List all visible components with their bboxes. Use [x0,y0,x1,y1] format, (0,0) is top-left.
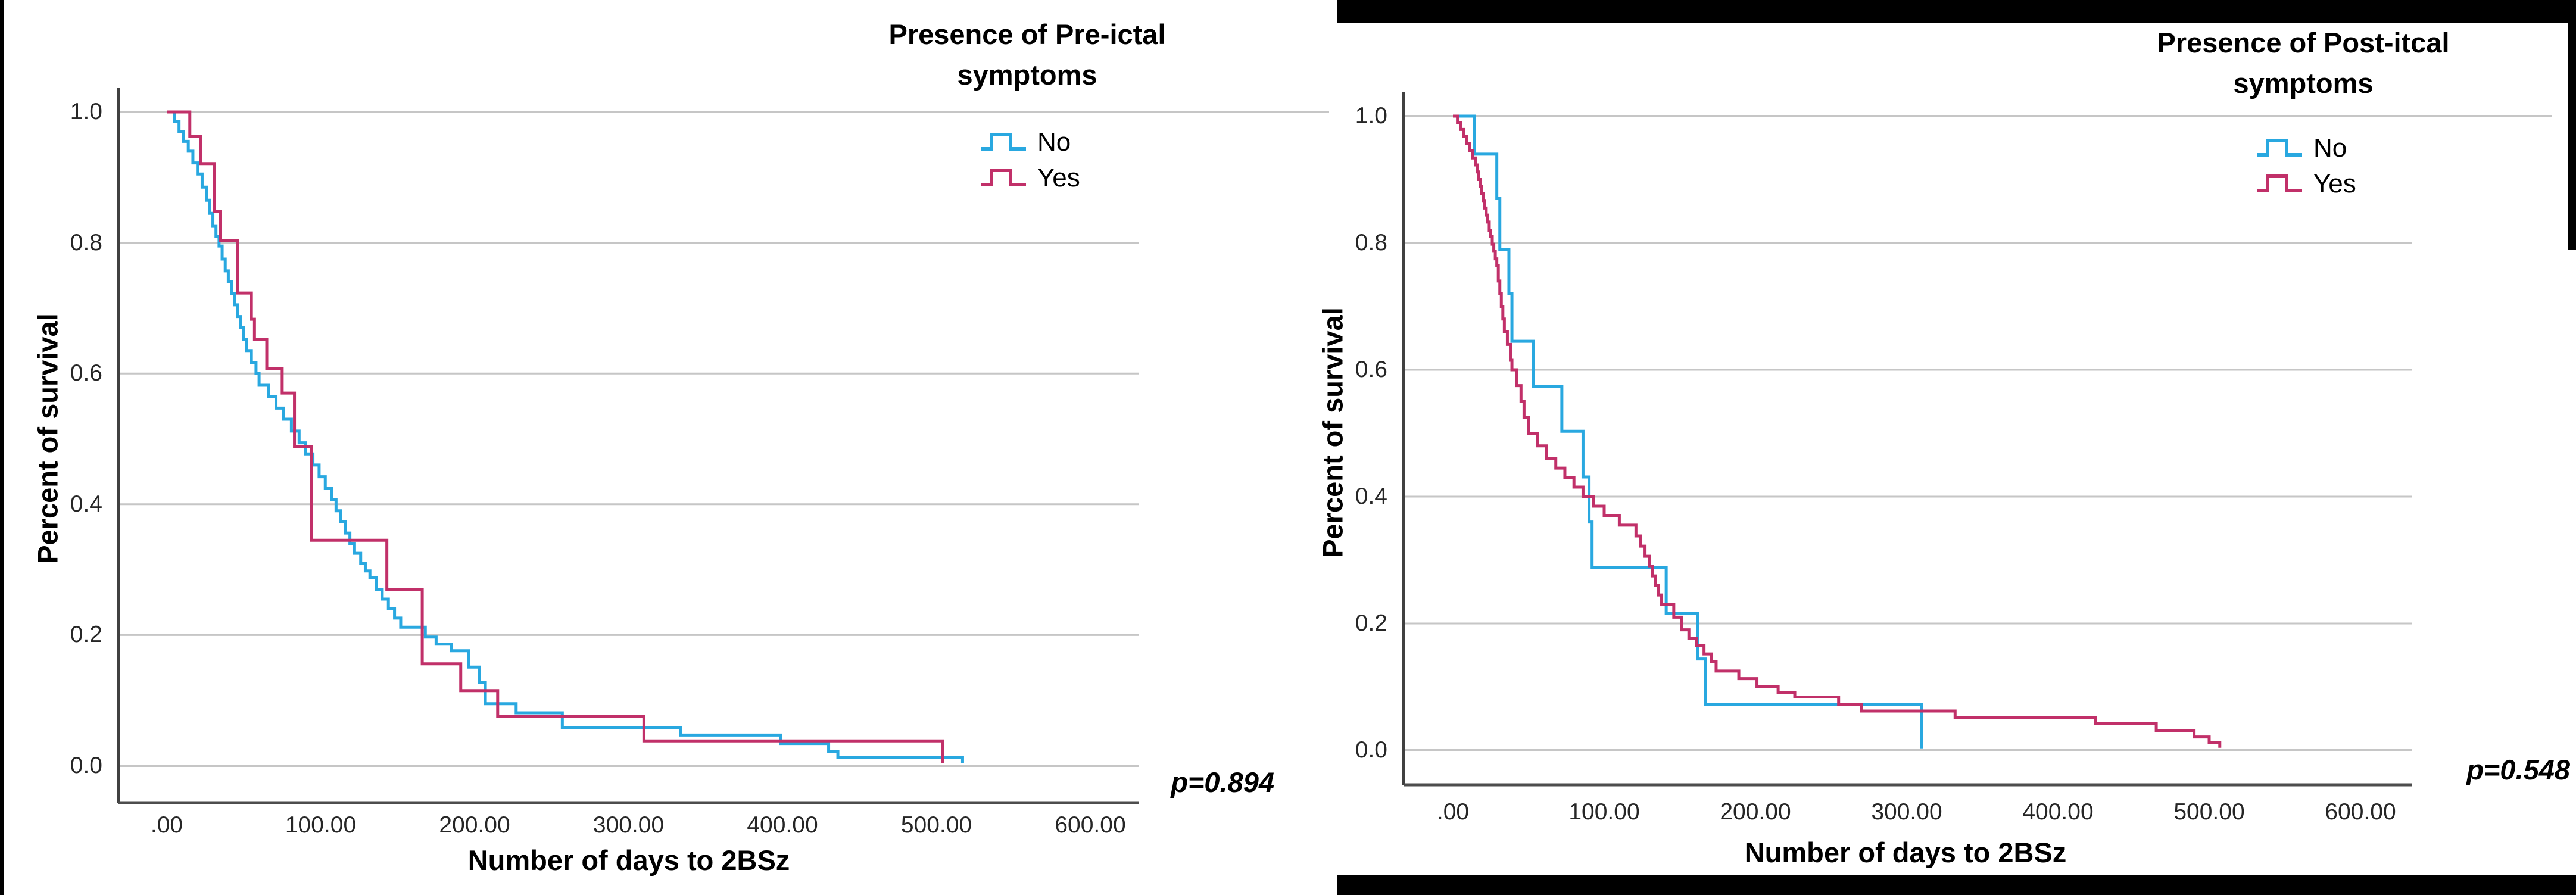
y-tick-label-0.4: 0.4 [1355,484,1387,509]
x-tick-label-100.00: 100.00 [1568,799,1640,825]
x-axis-title: Number of days to 2BSz [1744,837,2067,868]
x-tick-label-100.00: 100.00 [285,812,357,838]
legend-step-icon-yes [2257,174,2302,192]
x-tick-label-200.00: 200.00 [1720,799,1791,825]
x-tick-label-400.00: 400.00 [2022,799,2094,825]
legend-title-line1: Presence of Pre-ictal [888,18,1166,50]
p-value-label: p=0.894 [1171,766,1274,798]
plot-area-post-ictal [1402,92,2552,787]
legend-label-yes[interactable]: Yes [2313,169,2356,198]
x-tick-label-500.00: 500.00 [900,812,972,838]
x-tick-label-400.00: 400.00 [747,812,818,838]
km-curve-yes [167,110,944,763]
x-axis-title: Number of days to 2BSz [467,844,790,876]
legend-label-no[interactable]: No [2313,133,2347,163]
legend-title-line1: Presence of Post-itcal [2157,27,2450,58]
plot-area-pre-ictal [117,88,1329,804]
left-frame-bar [0,0,4,895]
km-curve-no [1453,114,1923,749]
x-tick-label-200.00: 200.00 [439,812,510,838]
y-tick-label-0.0: 0.0 [1355,737,1387,763]
x-tick-label-.00: .00 [150,812,183,838]
y-tick-label-1.0: 1.0 [1355,103,1387,129]
y-tick-label-1.0: 1.0 [70,99,102,124]
y-tick-label-0.6: 0.6 [70,360,102,386]
x-tick-label-.00: .00 [1436,799,1470,825]
right-frame-bar [2568,0,2576,250]
y-tick-label-0.2: 0.2 [70,622,102,648]
km-curve-no [167,110,964,763]
p-value-label: p=0.548 [2466,754,2570,785]
km-curve-yes [1453,114,2222,748]
y-tick-label-0.8: 0.8 [1355,230,1387,255]
y-tick-label-0.6: 0.6 [1355,357,1387,382]
legend-step-icon-yes [981,169,1026,186]
legend-step-icon-no [981,133,1026,151]
y-tick-label-0.0: 0.0 [70,753,102,778]
legend-label-no[interactable]: No [1037,127,1071,157]
x-tick-label-600.00: 600.00 [1055,812,1126,838]
x-tick-label-300.00: 300.00 [592,812,665,838]
x-tick-label-500.00: 500.00 [2173,799,2245,825]
y-tick-label-0.8: 0.8 [70,229,102,255]
x-tick-label-300.00: 300.00 [1871,799,1942,825]
legend-title-line2: symptoms [957,59,1097,91]
bottom-right-frame-bar [1337,875,2576,895]
y-tick-label-0.4: 0.4 [70,491,102,517]
legend-label-yes[interactable]: Yes [1037,163,1080,192]
y-tick-label-0.2: 0.2 [1355,610,1387,636]
x-tick-label-600.00: 600.00 [2325,799,2396,825]
legend-title-line2: symptoms [2233,67,2374,99]
top-right-frame-bar [1337,0,2576,23]
legend-step-icon-no [2257,139,2302,157]
